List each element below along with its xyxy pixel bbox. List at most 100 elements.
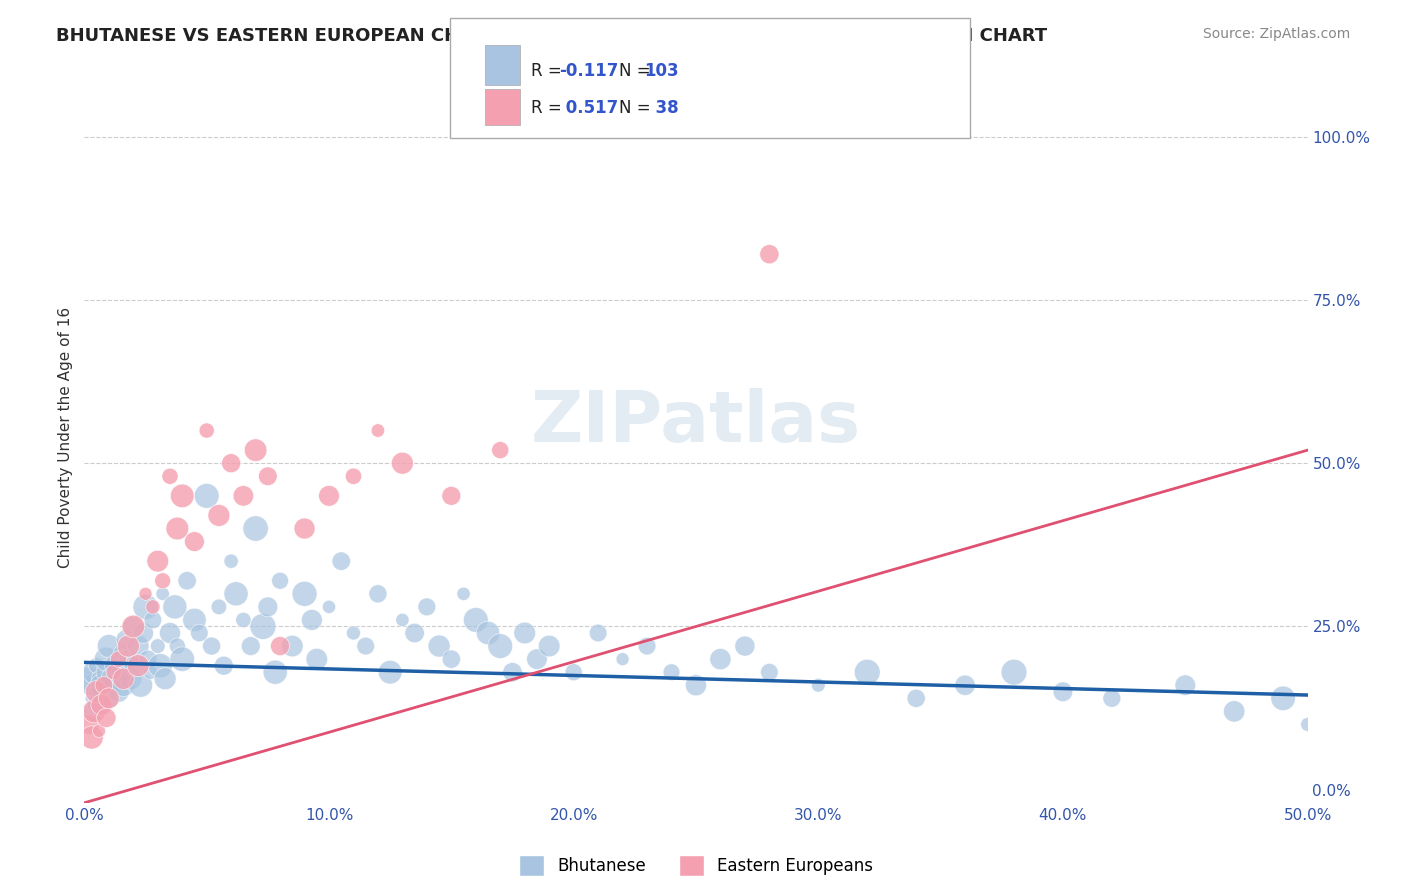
Point bbox=[93, 698, 115, 712]
Point bbox=[132, 626, 155, 640]
Point bbox=[391, 613, 413, 627]
Text: 0.517: 0.517 bbox=[560, 99, 617, 117]
Point bbox=[758, 247, 780, 261]
Point bbox=[219, 554, 242, 568]
Point bbox=[86, 685, 108, 699]
Point bbox=[80, 731, 103, 745]
Point bbox=[146, 639, 169, 653]
Point bbox=[146, 554, 169, 568]
Point bbox=[117, 639, 139, 653]
Point bbox=[200, 639, 222, 653]
Point bbox=[391, 456, 413, 470]
Point bbox=[562, 665, 585, 680]
Point bbox=[115, 632, 138, 647]
Point bbox=[97, 691, 120, 706]
Point bbox=[269, 574, 291, 588]
Point bbox=[172, 489, 194, 503]
Point bbox=[80, 678, 103, 692]
Point bbox=[176, 574, 198, 588]
Point bbox=[93, 678, 115, 692]
Text: N =: N = bbox=[619, 99, 655, 117]
Point bbox=[225, 587, 247, 601]
Point bbox=[1052, 685, 1074, 699]
Point bbox=[149, 658, 172, 673]
Point bbox=[188, 626, 211, 640]
Point bbox=[97, 639, 120, 653]
Text: R =: R = bbox=[531, 99, 568, 117]
Point bbox=[232, 613, 254, 627]
Point bbox=[416, 599, 439, 614]
Point bbox=[96, 665, 118, 680]
Point bbox=[152, 587, 174, 601]
Point bbox=[125, 658, 148, 673]
Point bbox=[195, 489, 218, 503]
Point bbox=[453, 587, 475, 601]
Point bbox=[110, 665, 132, 680]
Point bbox=[127, 658, 149, 673]
Point bbox=[354, 639, 377, 653]
Point bbox=[86, 658, 108, 673]
Point bbox=[159, 469, 181, 483]
Point bbox=[709, 652, 731, 666]
Point bbox=[758, 665, 780, 680]
Point bbox=[107, 685, 129, 699]
Point bbox=[1223, 705, 1246, 719]
Point bbox=[636, 639, 658, 653]
Point bbox=[1272, 691, 1295, 706]
Point bbox=[86, 685, 108, 699]
Point bbox=[427, 639, 450, 653]
Point bbox=[96, 711, 118, 725]
Point bbox=[208, 599, 231, 614]
Point bbox=[112, 672, 135, 686]
Point bbox=[139, 665, 162, 680]
Point bbox=[856, 665, 879, 680]
Point bbox=[142, 613, 165, 627]
Point bbox=[269, 639, 291, 653]
Point bbox=[129, 678, 152, 692]
Text: -0.117: -0.117 bbox=[560, 62, 619, 80]
Point bbox=[612, 652, 634, 666]
Point bbox=[953, 678, 976, 692]
Point bbox=[1174, 678, 1197, 692]
Point bbox=[685, 678, 707, 692]
Point bbox=[103, 665, 125, 680]
Point bbox=[77, 672, 100, 686]
Point bbox=[208, 508, 231, 523]
Point bbox=[172, 652, 194, 666]
Point bbox=[513, 626, 536, 640]
Point bbox=[245, 443, 267, 458]
Point bbox=[83, 665, 105, 680]
Point bbox=[264, 665, 287, 680]
Point bbox=[135, 587, 157, 601]
Point bbox=[305, 652, 328, 666]
Point bbox=[153, 672, 176, 686]
Text: Source: ZipAtlas.com: Source: ZipAtlas.com bbox=[1202, 27, 1350, 41]
Point bbox=[440, 489, 463, 503]
Point bbox=[219, 456, 242, 470]
Point bbox=[136, 652, 159, 666]
Point bbox=[1002, 665, 1025, 680]
Point bbox=[87, 672, 110, 686]
Point bbox=[257, 469, 280, 483]
Text: N =: N = bbox=[619, 62, 655, 80]
Point bbox=[477, 626, 499, 640]
Point bbox=[97, 678, 120, 692]
Point bbox=[807, 678, 830, 692]
Point bbox=[440, 652, 463, 666]
Point bbox=[103, 672, 125, 686]
Point bbox=[1296, 717, 1319, 731]
Point bbox=[87, 698, 110, 712]
Point bbox=[342, 626, 364, 640]
Point bbox=[330, 554, 353, 568]
Point bbox=[195, 424, 218, 438]
Point bbox=[135, 599, 157, 614]
Point bbox=[1101, 691, 1123, 706]
Point bbox=[105, 658, 128, 673]
Point bbox=[342, 469, 364, 483]
Point bbox=[301, 613, 323, 627]
Point bbox=[239, 639, 262, 653]
Point bbox=[232, 489, 254, 503]
Y-axis label: Child Poverty Under the Age of 16: Child Poverty Under the Age of 16 bbox=[58, 307, 73, 567]
Point bbox=[90, 678, 112, 692]
Point bbox=[245, 521, 267, 535]
